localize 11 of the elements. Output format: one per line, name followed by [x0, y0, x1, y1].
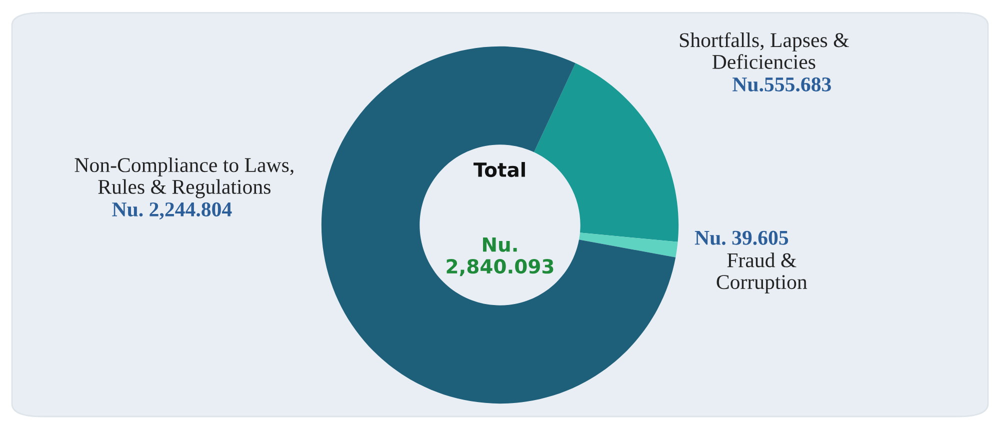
data-label: Nu. 39.605: [694, 230, 788, 245]
data-label: Nu. 2,244.804: [112, 202, 232, 220]
text: Nu. 2,840.093: [446, 237, 554, 276]
slice-label: Non-Compliance to Laws, Rules & Regulations: [74, 157, 294, 198]
data-label: Nu.555.683: [732, 77, 831, 92]
slice-label: Fraud & Corruption: [716, 252, 808, 294]
text: Total: [474, 162, 525, 178]
donut-slice: [321, 46, 676, 404]
donut-slice: [534, 63, 679, 242]
slice-label: Shortfalls, Lapses & Deficiencies: [680, 32, 849, 69]
donut-slice: [579, 232, 678, 258]
